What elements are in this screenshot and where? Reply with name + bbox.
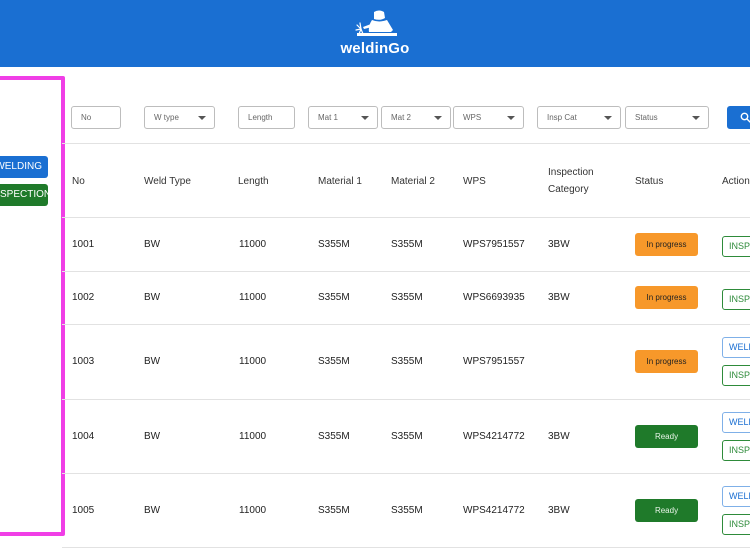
cell-category: 3BW [548, 505, 570, 516]
cell-material2: S355M [391, 292, 423, 303]
filter-length-placeholder: Length [248, 113, 273, 122]
cell-material1: S355M [318, 292, 350, 303]
filter-weld-type-label: W type [154, 113, 179, 122]
filter-wps-select[interactable]: WPS [453, 106, 524, 129]
column-header-material2: Material 2 [391, 176, 435, 187]
cell-wps: WPS4214772 [463, 505, 525, 516]
chevron-down-icon [692, 116, 700, 120]
cell-wps: WPS4214772 [463, 431, 525, 442]
cell-length: 11000 [239, 505, 267, 516]
filter-inspection-category-label: Insp Cat [547, 113, 577, 122]
cell-weld-type: BW [144, 356, 161, 367]
cell-material1: S355M [318, 356, 350, 367]
column-header-weld-type: Weld Type [144, 176, 191, 187]
filter-material1-label: Mat 1 [318, 113, 339, 122]
filter-status-select[interactable]: Status [625, 106, 709, 129]
status-badge: In progress [635, 286, 698, 309]
filter-status-label: Status [635, 113, 658, 122]
cell-wps: WPS6693935 [463, 292, 525, 303]
cell-category: 3BW [548, 292, 570, 303]
column-header-category: Category [548, 184, 589, 195]
status-badge: Ready [635, 499, 698, 522]
cell-material2: S355M [391, 356, 423, 367]
cell-no: 1002 [72, 292, 95, 303]
welding-action-button[interactable]: WELDING [722, 337, 750, 358]
welding-action-button[interactable]: WELDING [722, 486, 750, 507]
cell-length: 11000 [239, 292, 267, 303]
table-divider [62, 217, 750, 218]
cell-wps: WPS7951557 [463, 239, 525, 250]
search-icon [740, 112, 750, 123]
sidebar-highlight-frame [0, 76, 65, 536]
column-header-status: Status [635, 176, 664, 187]
status-badge: In progress [635, 233, 698, 256]
column-header-action: Action [722, 176, 750, 187]
cell-material1: S355M [318, 505, 350, 516]
filter-length-input[interactable]: Length [238, 106, 295, 129]
cell-length: 11000 [239, 431, 267, 442]
cell-weld-type: BW [144, 239, 161, 250]
cell-material2: S355M [391, 431, 423, 442]
filter-weld-type-select[interactable]: W type [144, 106, 215, 129]
status-badge: In progress [635, 350, 698, 373]
welder-icon [355, 10, 397, 36]
cell-material1: S355M [318, 239, 350, 250]
filter-no-input[interactable]: No [71, 106, 121, 129]
inspection-action-button[interactable]: INSPECTION [722, 236, 750, 257]
cell-weld-type: BW [144, 431, 161, 442]
cell-length: 11000 [239, 239, 267, 250]
filter-material1-select[interactable]: Mat 1 [308, 106, 378, 129]
status-badge: Ready [635, 425, 698, 448]
cell-weld-type: BW [144, 292, 161, 303]
inspection-action-button[interactable]: INSPECTION [722, 440, 750, 461]
chevron-down-icon [604, 116, 612, 120]
filter-material2-select[interactable]: Mat 2 [381, 106, 451, 129]
search-button[interactable] [727, 106, 750, 129]
column-header-material1: Material 1 [318, 176, 362, 187]
cell-material1: S355M [318, 431, 350, 442]
table-divider [62, 324, 750, 325]
cell-no: 1004 [72, 431, 95, 442]
table-divider [62, 143, 750, 144]
welding-action-button[interactable]: WELDING [722, 412, 750, 433]
cell-no: 1001 [72, 239, 95, 250]
cell-no: 1005 [72, 505, 95, 516]
cell-material2: S355M [391, 505, 423, 516]
cell-weld-type: BW [144, 505, 161, 516]
table-divider [62, 271, 750, 272]
filter-no-placeholder: No [81, 113, 92, 122]
table-divider [62, 547, 750, 548]
column-header-wps: WPS [463, 176, 486, 187]
cell-category: 3BW [548, 431, 570, 442]
chevron-down-icon [198, 116, 206, 120]
cell-category: 3BW [548, 239, 570, 250]
chevron-down-icon [507, 116, 515, 120]
app-title: weldinGo [340, 40, 410, 57]
column-header-inspection: Inspection [548, 167, 594, 178]
filter-wps-label: WPS [463, 113, 482, 122]
table-divider [62, 473, 750, 474]
column-header-no: No [72, 176, 85, 187]
column-header-length: Length [238, 176, 269, 187]
cell-wps: WPS7951557 [463, 356, 525, 367]
cell-length: 11000 [239, 356, 267, 367]
cell-no: 1003 [72, 356, 95, 367]
chevron-down-icon [434, 116, 442, 120]
app-header: weldinGo [0, 0, 750, 67]
inspection-button[interactable]: INSPECTION [0, 184, 48, 206]
chevron-down-icon [361, 116, 369, 120]
inspection-action-button[interactable]: INSPECTION [722, 289, 750, 310]
inspection-action-button[interactable]: INSPECTION [722, 365, 750, 386]
filter-inspection-category-select[interactable]: Insp Cat [537, 106, 621, 129]
filter-material2-label: Mat 2 [391, 113, 412, 122]
cell-material2: S355M [391, 239, 423, 250]
inspection-action-button[interactable]: INSPECTION [722, 514, 750, 535]
table-divider [62, 399, 750, 400]
welding-button[interactable]: WELDING [0, 156, 48, 178]
